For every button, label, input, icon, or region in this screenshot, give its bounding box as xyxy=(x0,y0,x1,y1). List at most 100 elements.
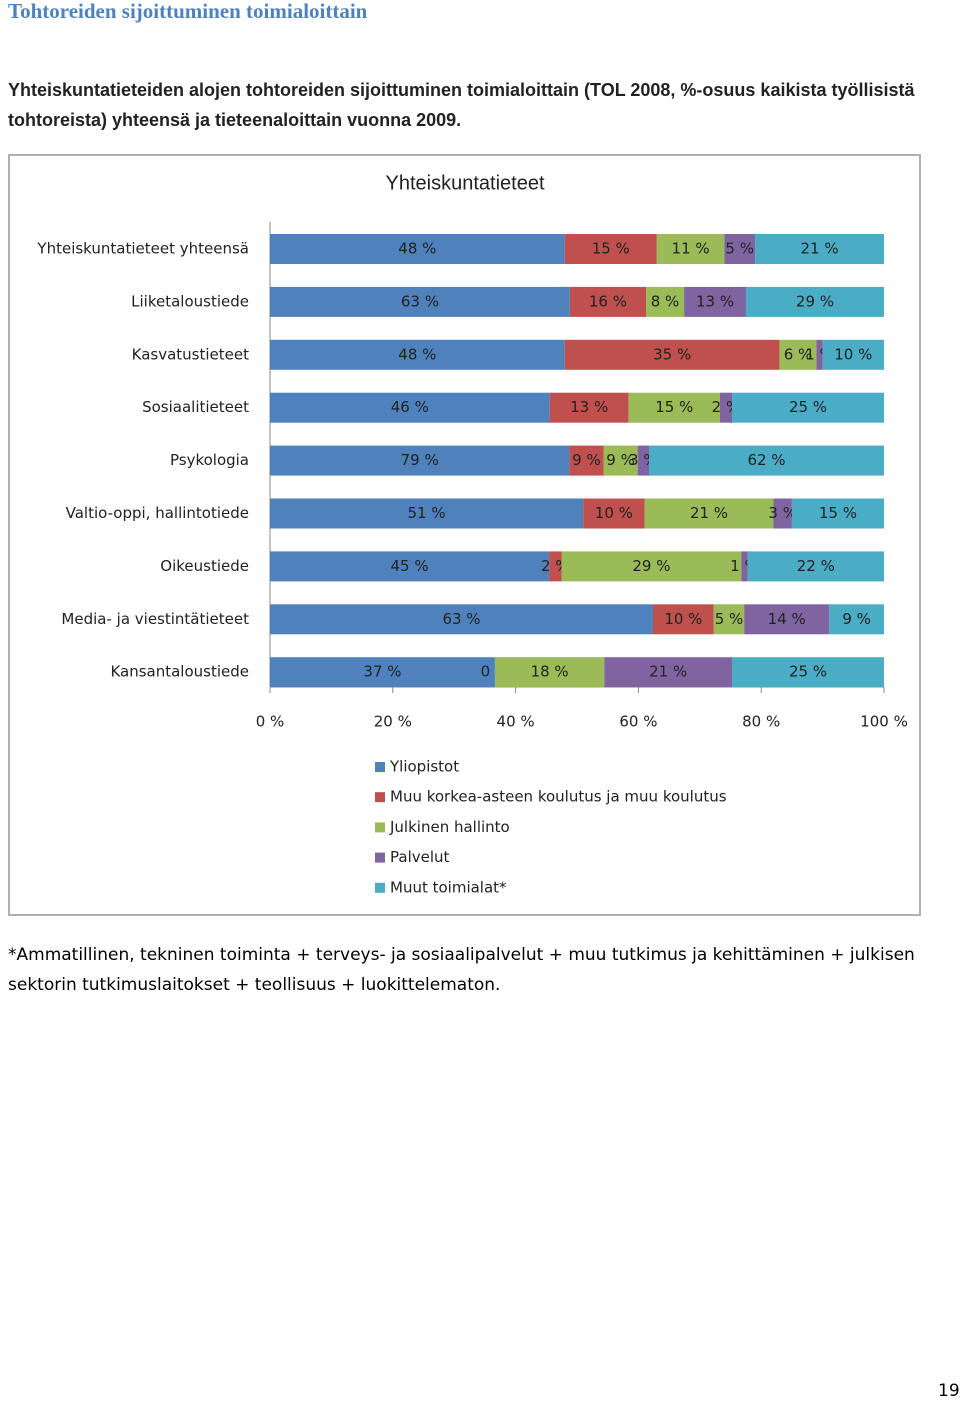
category-label: Valtio-oppi, hallintotiede xyxy=(66,504,249,522)
legend-label: Muut toimialat* xyxy=(390,878,507,896)
data-label: 21 % xyxy=(649,663,687,681)
chart-title: Yhteiskuntatieteet xyxy=(386,172,545,194)
data-label: 45 % xyxy=(390,557,428,575)
data-label: 63 % xyxy=(442,610,480,628)
bar-segment xyxy=(270,498,584,529)
bar-segment xyxy=(745,286,884,317)
data-label: 9 % xyxy=(606,451,635,469)
bar-segment xyxy=(270,657,495,688)
data-label: 13 % xyxy=(696,292,734,310)
data-label: 25 % xyxy=(789,663,827,681)
data-label: 15 % xyxy=(819,504,857,522)
x-tick-label: 80 % xyxy=(742,713,780,731)
data-label: 37 % xyxy=(363,663,401,681)
bar-segment xyxy=(791,498,884,529)
bar-segment xyxy=(684,286,746,317)
data-label: 10 % xyxy=(595,504,633,522)
data-label: 25 % xyxy=(789,398,827,416)
category-label: Kansantaloustiede xyxy=(110,663,249,681)
data-label: 51 % xyxy=(408,504,446,522)
bar-segment xyxy=(628,392,720,423)
data-label: 5 % xyxy=(725,240,754,258)
chart-frame xyxy=(8,154,921,916)
bar-segment xyxy=(549,392,629,423)
bar-segment xyxy=(755,234,884,264)
data-label: 21 % xyxy=(800,240,838,258)
category-label: Oikeustiede xyxy=(160,557,249,575)
bar-segment xyxy=(652,604,714,635)
data-label: 9 % xyxy=(842,610,871,628)
bar-segment xyxy=(829,604,884,635)
data-label: 10 % xyxy=(834,345,872,363)
data-label: 46 % xyxy=(391,398,429,416)
legend-label: Julkinen hallinto xyxy=(389,818,510,836)
data-label: 6 % xyxy=(784,345,813,363)
legend-label: Muu korkea-asteen koulutus ja muu koulut… xyxy=(390,788,727,806)
data-label: 79 % xyxy=(401,451,439,469)
data-label: 29 % xyxy=(632,557,670,575)
category-label: Media- ja viestintätieteet xyxy=(61,610,249,628)
bar-segment xyxy=(561,551,742,582)
data-label: 3 % xyxy=(768,504,797,522)
bar-segment xyxy=(732,392,884,423)
data-label: 11 % xyxy=(672,240,710,258)
x-tick-label: 0 % xyxy=(256,713,285,731)
bar-segment xyxy=(719,392,733,423)
data-label: 48 % xyxy=(398,240,436,258)
bar-segment xyxy=(816,339,823,370)
subtitle: Yhteiskuntatieteiden alojen tohtoreiden … xyxy=(8,80,915,130)
legend-label: Yliopistot xyxy=(389,758,459,776)
data-label: 21 % xyxy=(690,504,728,522)
category-label: Psykologia xyxy=(170,451,249,469)
data-label: 62 % xyxy=(747,451,785,469)
legend-swatch xyxy=(375,852,385,863)
bar-segment xyxy=(646,286,685,317)
bar-segment xyxy=(649,445,884,476)
data-label: 22 % xyxy=(797,557,835,575)
bar-segment xyxy=(732,657,884,688)
bar-segment xyxy=(822,339,884,370)
data-label: 16 % xyxy=(589,292,627,310)
category-label: Liiketaloustiede xyxy=(131,292,249,310)
legend-label: Palvelut xyxy=(390,848,450,866)
data-label: 5 % xyxy=(715,610,744,628)
bar-segment xyxy=(583,498,645,529)
x-tick-label: 40 % xyxy=(497,713,535,731)
bar-segment xyxy=(270,234,565,264)
bar-segment xyxy=(270,286,570,317)
bar-segment xyxy=(604,657,733,688)
bar-segment xyxy=(656,234,725,264)
bar-segment xyxy=(779,339,817,370)
bar-segment xyxy=(270,445,570,476)
data-label: 8 % xyxy=(651,292,680,310)
category-label: Yhteiskuntatieteet yhteensä xyxy=(36,240,249,258)
data-label: 63 % xyxy=(401,292,439,310)
bar-segment xyxy=(569,445,604,476)
category-label: Sosiaalitieteet xyxy=(142,398,249,416)
category-label: Kasvatustieteet xyxy=(132,345,249,363)
data-label: 14 % xyxy=(768,610,806,628)
bar-segment xyxy=(747,551,884,582)
data-label: 10 % xyxy=(664,610,702,628)
bar-segment xyxy=(637,445,650,476)
bar-segment xyxy=(744,604,830,635)
bar-segment xyxy=(270,604,653,635)
legend-swatch xyxy=(375,822,385,833)
data-label: 18 % xyxy=(531,663,569,681)
data-label: 48 % xyxy=(398,345,436,363)
data-label: 15 % xyxy=(592,240,630,258)
bar-segment xyxy=(713,604,745,635)
data-label: 9 % xyxy=(572,451,601,469)
bar-segment xyxy=(724,234,756,264)
bar-segment xyxy=(549,551,562,582)
bar-segment xyxy=(773,498,792,529)
bar-segment xyxy=(270,339,565,370)
data-label: 35 % xyxy=(653,345,691,363)
bar-segment xyxy=(564,339,780,370)
bar-segment xyxy=(741,551,748,582)
page-title: Tohtoreiden sijoittuminen toimialoittain xyxy=(8,0,368,23)
chart: Yhteiskuntatieteet 0 % 20 % 40 % 60 % 80 % 10… xyxy=(8,154,921,916)
legend-swatch xyxy=(375,762,385,772)
page-number: 19 xyxy=(938,1381,960,1401)
